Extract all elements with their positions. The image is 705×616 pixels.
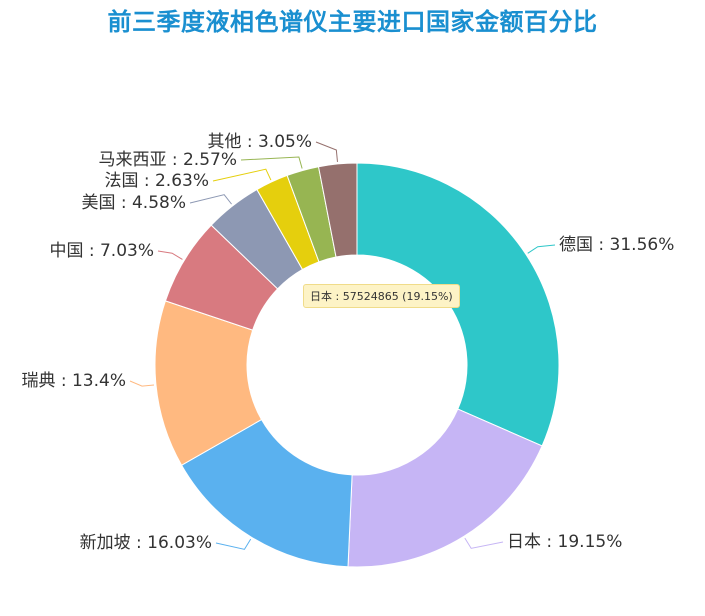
leader-line-其他: [315, 141, 338, 162]
slice-label-中国: 中国 : 7.03%: [49, 241, 154, 261]
slice-label-马来西亚: 马来西亚 : 2.57%: [98, 150, 237, 170]
leader-line-日本: [464, 537, 504, 549]
slice-label-法国: 法国 : 2.63%: [104, 171, 209, 191]
slice-新加坡[interactable]: [180, 418, 353, 568]
leader-line-新加坡: [215, 538, 252, 550]
slice-label-美国: 美国 : 4.58%: [81, 193, 186, 213]
slice-日本[interactable]: [347, 408, 543, 568]
leader-line-法国: [212, 168, 272, 182]
slice-label-德国: 德国 : 31.56%: [559, 235, 674, 255]
leader-line-美国: [189, 194, 232, 205]
slice-其他[interactable]: [317, 162, 358, 258]
leader-line-瑞典: [129, 380, 155, 387]
leader-line-中国: [157, 250, 183, 260]
slice-label-新加坡: 新加坡 : 16.03%: [80, 533, 212, 553]
leader-line-德国: [527, 244, 556, 254]
chart-title: 前三季度液相色谱仪主要进口国家金额百分比: [107, 8, 598, 36]
tooltip: 日本 : 57524865 (19.15%): [303, 284, 460, 308]
slice-label-其他: 其他 : 3.05%: [207, 132, 312, 152]
slice-label-日本: 日本 : 19.15%: [507, 532, 622, 552]
slice-label-瑞典: 瑞典 : 13.4%: [21, 371, 126, 391]
leader-line-马来西亚: [240, 156, 303, 169]
